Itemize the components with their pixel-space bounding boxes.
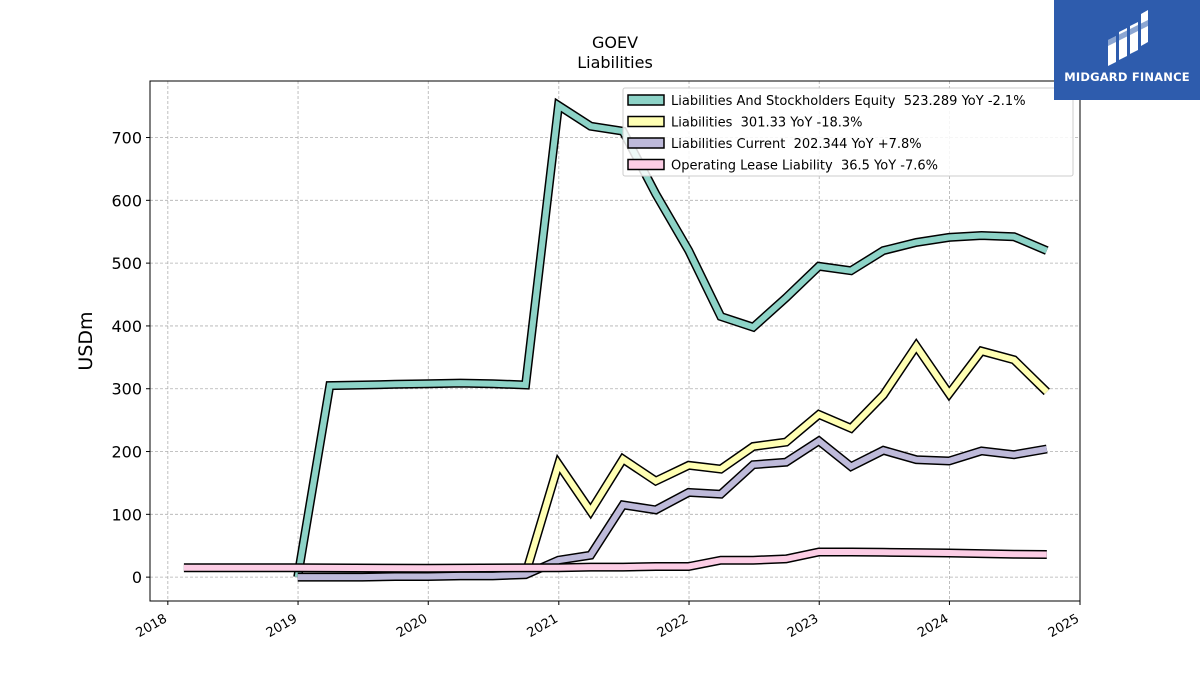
x-tick-label: 2022: [655, 611, 691, 641]
series-line-stroke: [294, 100, 1048, 578]
y-tick-label: 300: [111, 380, 142, 399]
brand-logo: MIDGARD FINANCE: [1054, 0, 1200, 100]
series-line-stroke: [297, 437, 1048, 581]
x-tick-label: 2019: [264, 611, 300, 641]
legend-swatch: [627, 115, 665, 128]
series-line-stroke: [522, 340, 1049, 575]
series-layer: [183, 97, 1050, 582]
brand-name: MIDGARD FINANCE: [1064, 70, 1190, 84]
x-tick-label: 2018: [134, 611, 170, 641]
x-tick-label: 2024: [915, 611, 951, 641]
series-line: [297, 435, 1048, 582]
legend-swatch: [627, 158, 665, 171]
y-tick-label: 700: [111, 129, 142, 148]
legend-swatch: [627, 94, 665, 106]
y-tick-label: 100: [111, 505, 142, 524]
y-tick-label: 500: [111, 254, 142, 273]
series-line: [183, 547, 1047, 573]
legend-label: Liabilities Current 202.344 YoY +7.8%: [671, 137, 922, 152]
x-tick-label: 2021: [525, 611, 561, 641]
midgard-logo-icon: [1108, 10, 1148, 66]
y-tick-label: 200: [111, 443, 142, 462]
chart-subtitle: Liabilities: [577, 53, 653, 72]
x-tick-label: 2020: [394, 611, 430, 641]
x-tick-label: 2025: [1046, 611, 1082, 641]
series-line: [293, 97, 1049, 578]
y-axis-label: USDm: [75, 311, 97, 370]
legend-label: Operating Lease Liability 36.5 YoY -7.6%: [671, 159, 938, 174]
y-tick-label: 400: [111, 317, 142, 336]
plot-frame: [149, 80, 1081, 602]
series-line-stroke: [183, 549, 1047, 572]
legend-label: Liabilities And Stockholders Equity 523.…: [671, 94, 1026, 109]
legend: Liabilities And Stockholders Equity 523.…: [622, 87, 1074, 177]
x-tick-label: 2023: [785, 611, 821, 641]
y-tick-label: 0: [132, 568, 142, 587]
legend-swatch: [627, 137, 665, 149]
legend-label: Liabilities 301.33 YoY -18.3%: [671, 116, 863, 131]
chart-title: GOEV: [592, 33, 638, 52]
legend-box: [622, 87, 1074, 177]
series-line: [521, 337, 1050, 576]
y-tick-label: 600: [111, 191, 142, 210]
